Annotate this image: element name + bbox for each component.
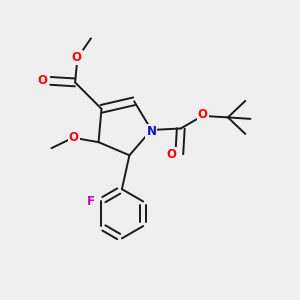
Text: O: O: [69, 131, 79, 144]
Text: O: O: [37, 74, 47, 87]
Text: O: O: [72, 51, 82, 64]
Text: O: O: [198, 108, 208, 121]
Text: F: F: [87, 195, 95, 208]
Text: O: O: [166, 148, 176, 161]
Text: N: N: [146, 125, 156, 138]
